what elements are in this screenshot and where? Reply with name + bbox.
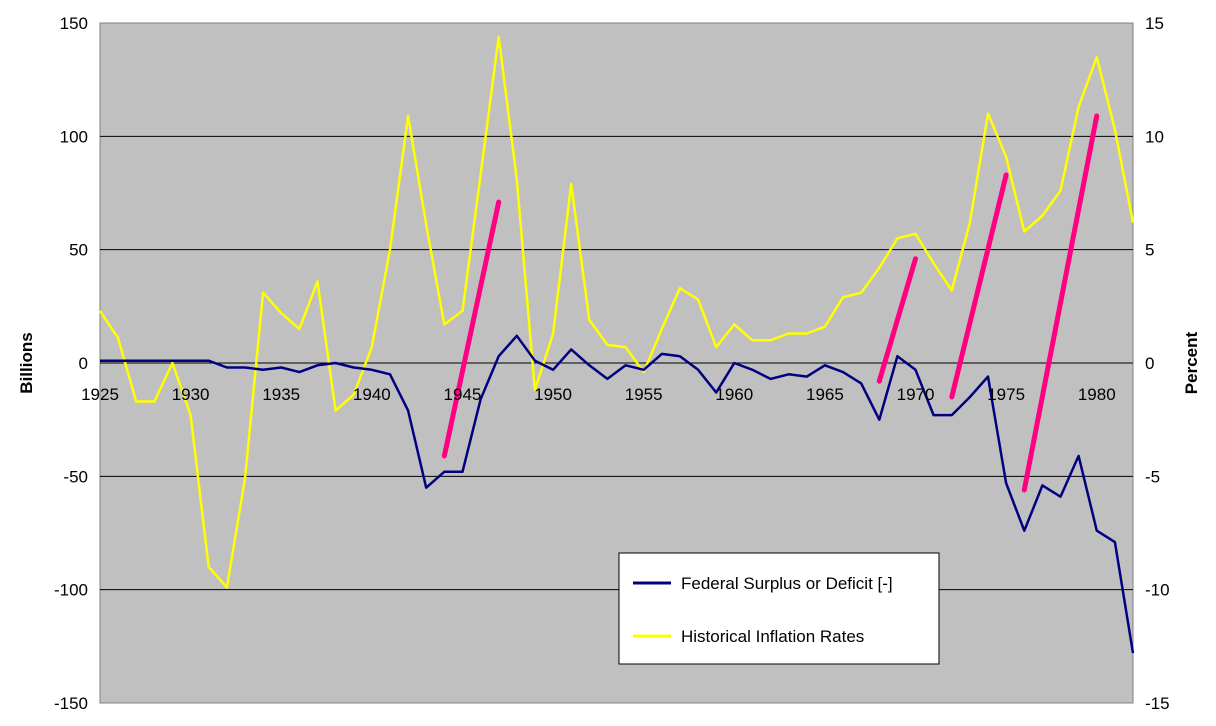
y-right-axis-title: Percent <box>1182 331 1201 394</box>
y-right-tick-label: -5 <box>1145 467 1160 486</box>
x-tick-label: 1930 <box>172 385 210 404</box>
x-tick-label: 1935 <box>262 385 300 404</box>
x-tick-label: 1965 <box>806 385 844 404</box>
x-tick-label: 1940 <box>353 385 391 404</box>
legend-label-deficit: Federal Surplus or Deficit [-] <box>681 574 893 593</box>
legend: Federal Surplus or Deficit [-] Historica… <box>618 552 940 665</box>
x-tick-label: 1955 <box>625 385 663 404</box>
x-tick-label: 1980 <box>1078 385 1116 404</box>
y-right-tick-label: -15 <box>1145 694 1170 713</box>
y-right-tick-label: 10 <box>1145 127 1164 146</box>
y-right-tick-label: 15 <box>1145 14 1164 33</box>
y-left-tick-label: -150 <box>54 694 88 713</box>
x-tick-label: 1960 <box>715 385 753 404</box>
y-left-tick-label: 50 <box>69 241 88 260</box>
annotation-trend-stroke <box>876 256 919 384</box>
y-left-tick-label: -50 <box>63 467 88 486</box>
gridlines <box>100 135 1133 591</box>
y-left-tick-label: 100 <box>60 127 88 146</box>
y-left-tick-labels: 150 100 50 0 -50 -100 -150 <box>54 14 88 713</box>
series-line-inflation-rates <box>98 35 1135 589</box>
y-left-axis-title: Billions <box>17 332 36 393</box>
annotation-trend-stroke <box>441 199 502 459</box>
annotation-layer <box>441 113 1100 493</box>
legend-box <box>618 552 940 665</box>
y-right-tick-label: -10 <box>1145 581 1170 600</box>
series-layer <box>98 35 1135 654</box>
x-tick-label: 1925 <box>81 385 119 404</box>
x-tick-label: 1975 <box>987 385 1025 404</box>
series-line-federal-surplus-deficit <box>100 334 1135 654</box>
y-right-tick-label: 5 <box>1145 241 1154 260</box>
annotation-trend-stroke <box>949 172 1009 400</box>
y-right-tick-label: 0 <box>1145 354 1154 373</box>
x-tick-label: 1950 <box>534 385 572 404</box>
y-right-tick-labels: 15 10 5 0 -5 -10 -15 <box>1145 14 1170 713</box>
x-tick-labels: 1925 1930 1935 1940 1945 1950 1955 1960 1965 1970… <box>81 385 1116 404</box>
annotation-trend-stroke <box>1021 113 1100 493</box>
x-tick-label: 1970 <box>897 385 935 404</box>
x-tick-label: 1945 <box>444 385 482 404</box>
y-left-tick-label: -100 <box>54 581 88 600</box>
y-left-tick-label: 150 <box>60 14 88 33</box>
legend-label-inflation: Historical Inflation Rates <box>681 627 864 646</box>
y-left-tick-label: 0 <box>79 354 88 373</box>
